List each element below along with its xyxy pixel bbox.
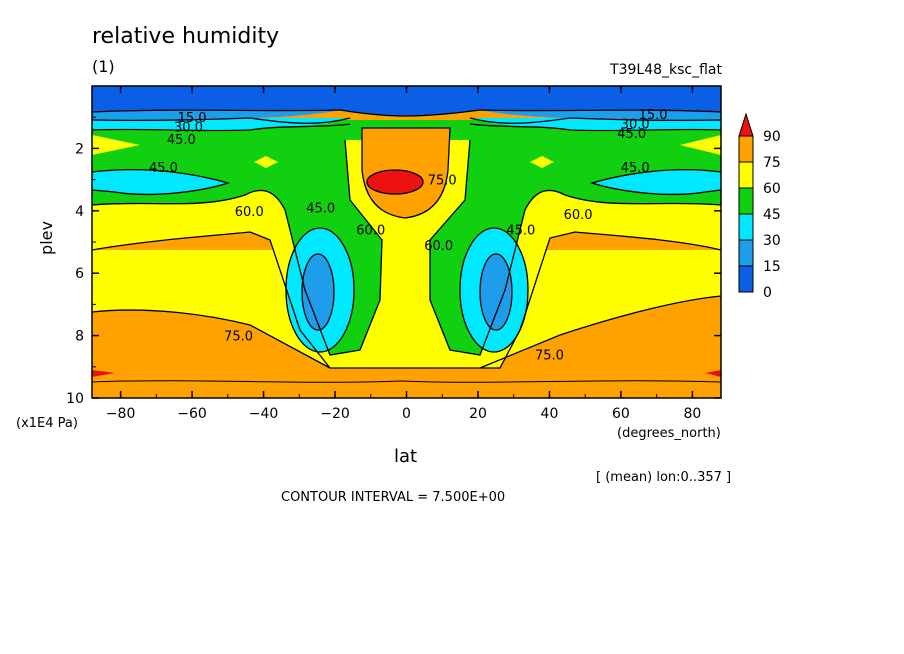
contour-label: 60.0	[424, 239, 453, 254]
contour-line-cyan-lobe-right	[589, 168, 721, 196]
contour-line-75	[92, 309, 331, 369]
colorbar-label: 75	[763, 155, 781, 171]
panel-label: (1)	[92, 57, 115, 76]
fill-red-central	[367, 170, 423, 194]
y-tick-label: 10	[66, 391, 84, 407]
contour-line-cyan-lobe-left	[92, 168, 231, 196]
contour-line-central	[361, 127, 451, 219]
contour-lines	[92, 109, 721, 383]
contour-interval: CONTOUR INTERVAL = 7.500E+00	[281, 490, 506, 505]
fill-band-45-60	[92, 120, 721, 355]
contour-line-45-r	[429, 139, 721, 356]
contour-label: 45.0	[306, 202, 335, 217]
fill-blue-left-cell	[302, 254, 334, 330]
contour-label: 75.0	[535, 348, 564, 363]
fill-yellow-right-patch	[680, 135, 721, 155]
contour-line-red	[366, 169, 424, 195]
contour-line-blue-left	[301, 253, 335, 331]
contour-line-45	[92, 139, 383, 356]
x-tick-label: 80	[683, 406, 701, 422]
fill-yellow-diamond-right	[530, 156, 554, 168]
contour-label: 30.0	[174, 121, 203, 136]
contour-label: 45.0	[506, 224, 535, 239]
contour-line-blue-right	[479, 253, 513, 331]
y-axis-units: (x1E4 Pa)	[16, 416, 78, 431]
colorbar-label: 60	[763, 181, 781, 197]
contour-fills	[92, 86, 721, 398]
x-axis-label: lat	[394, 446, 418, 467]
fill-red-surface-right	[705, 370, 721, 377]
mean-note: [ (mean) lon:0..357 ]	[596, 470, 732, 485]
colorbar: 90 75 60 45 30 15 0	[738, 112, 781, 301]
y-tick-label: 6	[75, 266, 84, 282]
colorbar-swatch	[738, 161, 754, 189]
contour-label: 45.0	[149, 161, 178, 176]
contour-labels: 15.030.045.045.060.0 45.060.075.060.045.0…	[149, 108, 668, 363]
x-axis: −80 −60 −40 −20 0 20 40 60 80	[106, 86, 701, 422]
contour-label: 60.0	[356, 224, 385, 239]
x-tick-label: −20	[320, 406, 350, 422]
contour-line-top-2r	[469, 117, 721, 124]
colorbar-swatch	[738, 265, 754, 293]
fill-band-60-75-low	[92, 250, 721, 368]
x-axis-units: (degrees_north)	[617, 426, 721, 441]
colorbar-swatch	[738, 239, 754, 267]
colorbar-label: 0	[763, 285, 772, 301]
colorbar-label: 45	[763, 207, 781, 223]
colorbar-swatch	[738, 213, 754, 241]
fill-yellow-diamond-left	[254, 156, 278, 168]
contour-label: 45.0	[167, 133, 196, 148]
contour-label: 15.0	[639, 108, 668, 123]
x-tick-label: −80	[106, 406, 136, 422]
x-tick-label: 0	[402, 406, 411, 422]
fill-band-15-30-top-r	[480, 110, 721, 121]
contour-line-cyan-right	[459, 227, 529, 353]
contour-label: 15.0	[178, 111, 207, 126]
contour-label: 30.0	[621, 117, 650, 132]
x-tick-label: 20	[469, 406, 487, 422]
contour-line-surface	[92, 380, 721, 383]
colorbar-swatch	[738, 187, 754, 215]
y-tick-label: 4	[75, 204, 84, 220]
fill-band-top-blue	[92, 86, 721, 116]
run-label: T39L48_ksc_flat	[610, 62, 722, 78]
x-tick-label: −40	[249, 406, 279, 422]
contour-label: 60.0	[235, 205, 264, 220]
contour-label: 45.0	[617, 127, 646, 142]
y-tick-label: 8	[75, 329, 84, 345]
contour-line-cyan-left	[285, 227, 355, 353]
fill-red-surface-left	[92, 370, 115, 377]
fill-blue-right-cell	[480, 254, 512, 330]
fill-band-15-30-top	[92, 110, 340, 121]
x-tick-label: −60	[177, 406, 207, 422]
colorbar-max-triangle	[738, 112, 754, 137]
fill-yellow-left-patch	[92, 135, 140, 155]
y-tick-label: 2	[75, 141, 84, 157]
contour-label: 45.0	[621, 161, 650, 176]
contour-line-top-1	[92, 109, 721, 117]
contour-line-75-r	[479, 295, 721, 369]
contour-line-60	[92, 231, 721, 369]
fill-band-30-45	[92, 169, 228, 195]
y-axis: 2 4 6 8 10	[66, 116, 721, 407]
colorbar-label: 30	[763, 233, 781, 249]
contour-line-top-3r	[469, 123, 721, 132]
x-tick-label: 40	[541, 406, 559, 422]
contour-line-top-3	[92, 123, 351, 132]
colorbar-swatch	[738, 135, 754, 163]
chart-title: relative humidity	[92, 24, 280, 49]
contour-label: 75.0	[428, 174, 457, 189]
colorbar-label: 90	[763, 129, 781, 145]
contour-label: 75.0	[224, 330, 253, 345]
fill-band-30-45-top	[92, 118, 350, 131]
colorbar-label: 15	[763, 259, 781, 275]
contour-line-top-2	[92, 117, 351, 124]
fill-band-30-45-top-r	[470, 118, 721, 131]
contour-label: 60.0	[564, 208, 593, 223]
x-tick-label: 60	[612, 406, 630, 422]
